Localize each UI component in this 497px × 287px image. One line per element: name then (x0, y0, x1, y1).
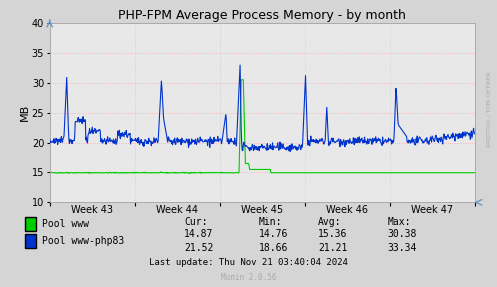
Text: Munin 2.0.56: Munin 2.0.56 (221, 273, 276, 282)
Text: 15.36: 15.36 (318, 229, 347, 239)
Text: Pool www: Pool www (42, 219, 89, 229)
Text: Pool www-php83: Pool www-php83 (42, 236, 124, 246)
Text: 21.52: 21.52 (184, 243, 213, 253)
Text: Max:: Max: (388, 218, 411, 227)
Text: 14.87: 14.87 (184, 229, 213, 239)
Text: Min:: Min: (258, 218, 282, 227)
Title: PHP-FPM Average Process Memory - by month: PHP-FPM Average Process Memory - by mont… (118, 9, 406, 22)
Text: 14.76: 14.76 (258, 229, 288, 239)
Text: Cur:: Cur: (184, 218, 207, 227)
Text: Avg:: Avg: (318, 218, 341, 227)
Text: Last update: Thu Nov 21 03:40:04 2024: Last update: Thu Nov 21 03:40:04 2024 (149, 258, 348, 267)
Y-axis label: MB: MB (20, 104, 30, 121)
Text: RRDTOOL / TOBI OETIKER: RRDTOOL / TOBI OETIKER (486, 71, 491, 147)
Text: 30.38: 30.38 (388, 229, 417, 239)
Text: 33.34: 33.34 (388, 243, 417, 253)
Text: 18.66: 18.66 (258, 243, 288, 253)
Text: 21.21: 21.21 (318, 243, 347, 253)
